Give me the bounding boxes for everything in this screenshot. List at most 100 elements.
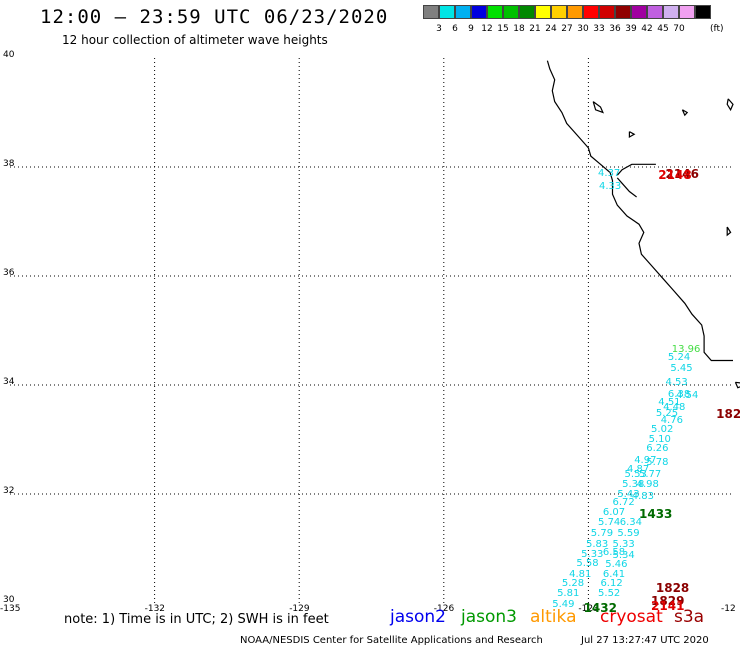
legend-label: 18 [513, 24, 525, 34]
lake-tahoe [726, 98, 734, 112]
lat-tick-label: 36 [3, 268, 15, 278]
legend-swatch [455, 5, 471, 19]
swh-observation-label: 6.12 [600, 578, 623, 590]
legend-swatch [615, 5, 631, 19]
swh-observation-label: 6.34 [619, 517, 642, 529]
lat-tick-label: 34 [3, 377, 15, 387]
lon-tick-label: -129 [289, 604, 310, 614]
lake-shape [681, 109, 689, 117]
map-subtitle: 12 hour collection of altimeter wave hei… [62, 33, 328, 47]
swh-observation-label: 2148 [658, 168, 692, 183]
swh-observation-label: 5.34 [612, 549, 635, 561]
lon-tick-label: -135 [0, 604, 21, 614]
swh-observation-label: 182 [716, 406, 740, 421]
legend-swatch [567, 5, 583, 19]
legend-swatch [679, 5, 695, 19]
swh-observation-label: 4.83 [631, 491, 655, 503]
legend-label: 9 [468, 24, 474, 34]
swh-observation-label: 1829 [651, 593, 685, 608]
swh-observation-label: 2141 [651, 599, 685, 614]
legend-swatch [535, 5, 551, 19]
legend-swatch [551, 5, 567, 19]
swh-observation-label: 5.33 [612, 538, 635, 550]
swh-observation-label: 6.41 [602, 569, 626, 581]
swh-observation-label: 4.48 [663, 402, 686, 414]
swh-observation-label: 5.74 [598, 517, 621, 529]
swh-observation-label: 4.51 [658, 396, 681, 408]
lat-tick-label: 40 [3, 50, 15, 60]
legend-label: 36 [609, 24, 621, 34]
swh-observation-label: 5.02 [651, 424, 674, 436]
coastline [546, 60, 740, 389]
lat-tick-label: 32 [3, 486, 15, 496]
footer-note: note: 1) Time is in UTC; 2) SWH is in fe… [64, 612, 329, 627]
legend-swatch [583, 5, 599, 19]
legend-swatch [471, 5, 487, 19]
legend-swatch [599, 5, 615, 19]
swh-observation-label: 5.28 [561, 578, 585, 590]
coastline-bay-south [616, 177, 637, 198]
swh-observation-label: 5.33 [581, 548, 604, 560]
swh-observation-label: 2146 [665, 167, 699, 181]
lon-tick-label: -12 [721, 604, 736, 614]
satellite-name-s3a: s3a [674, 607, 705, 627]
swh-observation-label: 4.33 [599, 180, 622, 192]
coastline-california [546, 60, 733, 362]
satellite-name-jason2: jason2 [390, 607, 446, 627]
legend-label: 27 [561, 24, 573, 34]
legend-label: 33 [593, 24, 605, 34]
legend-swatch [647, 5, 663, 19]
lake-shape [592, 101, 605, 114]
legend-label: 42 [641, 24, 653, 34]
legend-label: 3 [436, 24, 442, 34]
swh-observation-label: 4.97 [634, 454, 657, 466]
swh-observation-label: 5.53 [624, 469, 647, 481]
lon-tick-label: -132 [144, 604, 166, 614]
swh-observation-label: 5.45 [670, 363, 693, 375]
swh-observation-label: 5.25 [655, 408, 679, 420]
swh-observation-label: 4.54 [676, 390, 699, 402]
map-title: 12:00 – 23:59 UTC 06/23/2020 [40, 6, 389, 28]
legend-label: 70 [673, 24, 685, 34]
legend-label: 12 [481, 24, 493, 34]
lon-tick-label: -123 [578, 604, 599, 614]
swh-observation-label: 5.78 [646, 456, 669, 468]
legend-swatch [695, 5, 711, 19]
swh-observation-label: 1828 [655, 581, 690, 596]
timestamp: Jul 27 13:27:47 UTC 2020 [581, 635, 709, 646]
swh-observation-label: 5.83 [585, 538, 609, 550]
legend-swatch [487, 5, 503, 19]
satellite-name-altika: altika [530, 607, 577, 627]
swh-observation-label: 4.76 [660, 414, 683, 426]
legend-label: 6 [452, 24, 458, 34]
swh-observation-label: 5.24 [667, 352, 691, 364]
satellite-name-jason3: jason3 [461, 607, 517, 627]
legend-label: 39 [625, 24, 637, 34]
swh-observation-label: 5.38 [622, 479, 645, 491]
legend-label: 21 [529, 24, 541, 34]
credit-line: NOAA/NESDIS Center for Satellite Applica… [240, 635, 543, 646]
swh-observation-label: 5.81 [557, 588, 580, 600]
swh-observation-label: 6.72 [612, 496, 635, 508]
legend-label: 24 [545, 24, 557, 34]
swh-observation-label: 5.52 [598, 587, 621, 599]
swh-observation-label: 5.46 [605, 559, 628, 571]
lake-shape [628, 131, 636, 139]
legend-unit: (ft) [710, 24, 724, 34]
legend-label: 15 [497, 24, 509, 34]
swh-observation-label: 5.49 [552, 599, 575, 611]
legend-label: 45 [657, 24, 669, 34]
coastline-bay [616, 163, 656, 176]
swh-observation-label: 4.37 [598, 168, 621, 180]
lat-tick-label: 30 [3, 595, 15, 605]
swh-observation-label: 5.59 [617, 527, 640, 539]
legend-swatch [519, 5, 535, 19]
legend-swatch [503, 5, 519, 19]
swh-observation-label: 6.07 [602, 506, 626, 518]
swh-observation-label: 4.98 [636, 479, 659, 491]
swh-observation-label: 1432 [583, 600, 617, 615]
swh-observation-label: 5.10 [648, 434, 671, 446]
swh-observation-label: 4.53 [665, 376, 688, 388]
swh-observation-label: 13.96 [671, 344, 701, 356]
